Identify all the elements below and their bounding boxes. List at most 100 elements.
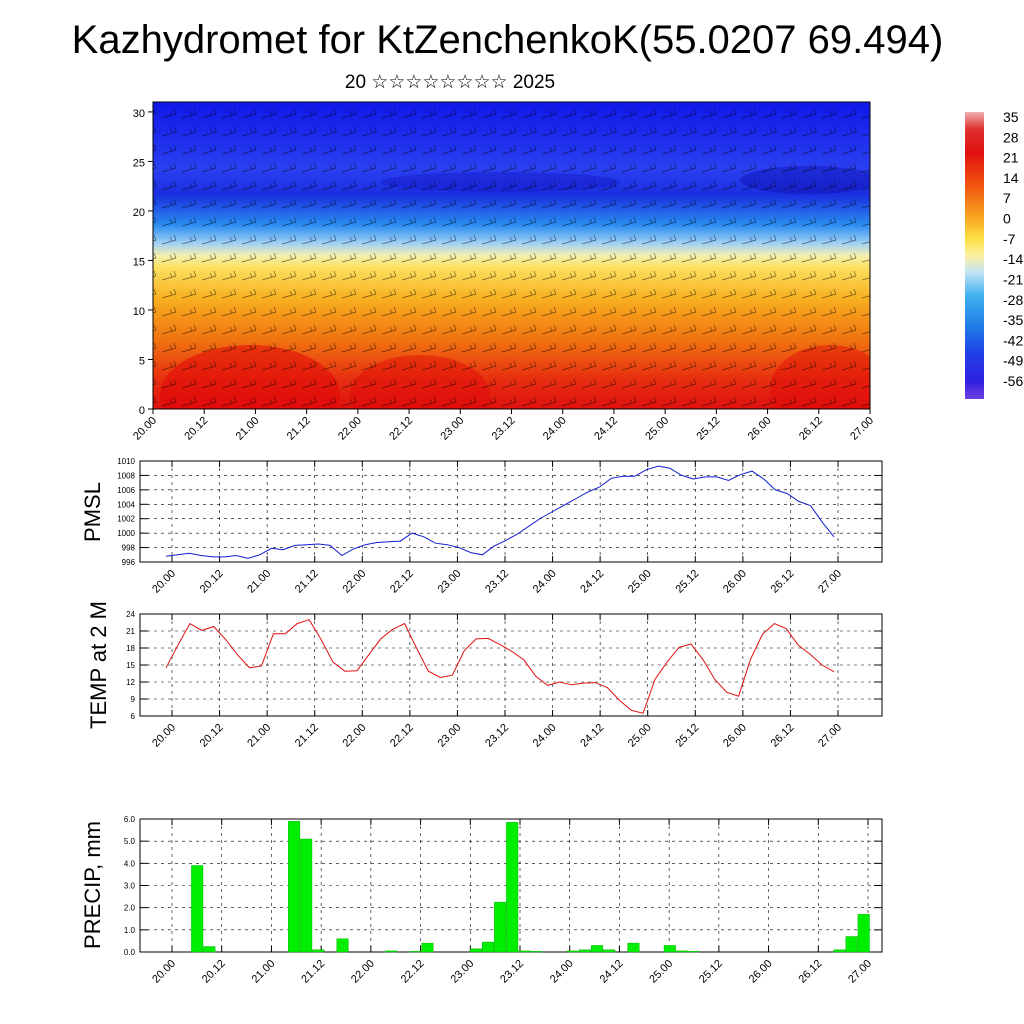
y-tick-label: 21 <box>126 627 135 636</box>
time-tick-label: 26.00 <box>721 722 749 750</box>
colorbar-label: -28 <box>1003 292 1023 308</box>
colorbar-label: 35 <box>1003 109 1019 125</box>
time-tick-label: 26.12 <box>769 568 797 596</box>
precip-bar <box>300 838 313 953</box>
time-tick-label: 22.00 <box>336 415 364 443</box>
y-tick-label: 1002 <box>117 515 135 524</box>
precip-bar <box>494 901 507 953</box>
time-tick-label: 25.00 <box>643 415 671 443</box>
colorbar-label: -56 <box>1003 373 1023 389</box>
time-tick-label: 22.00 <box>340 568 368 596</box>
y-tick-label: 12 <box>126 678 135 687</box>
time-tick-label: 26.12 <box>769 722 797 750</box>
time-tick-label: 21.00 <box>250 958 278 986</box>
precip-axis: 0.0 1.0 2.0 3.0 4.0 5.0 6.0 <box>124 815 136 957</box>
precip-bar <box>530 951 543 953</box>
time-tick-label: 20.12 <box>198 722 226 750</box>
time-tick-label: 24.00 <box>531 722 559 750</box>
time-tick-label: 24.12 <box>598 958 626 986</box>
time-tick-label: 26.00 <box>746 415 774 443</box>
time-tick-label: 25.00 <box>647 958 675 986</box>
time-tick-label: 20.00 <box>150 568 178 596</box>
precip-bar <box>482 941 495 953</box>
y-tick-label: 0.0 <box>124 948 136 957</box>
precip-bar <box>409 951 422 953</box>
temp-axis: 6 9 12 15 18 21 24 <box>126 610 135 721</box>
time-tick-label: 23.00 <box>436 568 464 596</box>
time-tick-label: 21.00 <box>245 568 273 596</box>
time-tick-label: 23.00 <box>436 722 464 750</box>
height-tick-label: 20 <box>133 207 145 219</box>
precip-bar <box>288 821 301 953</box>
precip-bar <box>469 948 482 953</box>
temperature-height-panel: 0 5 10 15 20 25 30 20.00 20.12 21.00 21.12 22.00 22… <box>131 101 876 443</box>
precip-bar <box>857 914 870 953</box>
time-tick-label: 21.00 <box>234 415 262 443</box>
y-tick-label: 996 <box>122 558 136 567</box>
height-tick-label: 15 <box>133 256 145 268</box>
pmsl-ylabel: PMSL <box>80 482 105 542</box>
time-tick-label: 20.12 <box>198 568 226 596</box>
time-tick-label: 24.00 <box>548 958 576 986</box>
colorbar-label: -35 <box>1003 312 1023 328</box>
time-tick-label: 25.12 <box>673 568 701 596</box>
height-axis: 0 5 10 15 20 25 30 <box>133 108 153 417</box>
y-tick-label: 1006 <box>117 486 135 495</box>
y-tick-label: 4.0 <box>124 859 136 868</box>
time-tick-label: 21.12 <box>285 415 313 443</box>
precip-bar <box>833 949 846 953</box>
time-tick-label: 24.12 <box>578 568 606 596</box>
time-tick-label: 22.12 <box>387 415 415 443</box>
time-tick-label: 20.00 <box>150 722 178 750</box>
colorbar: 35 28 21 14 7 0 -7 -14 -21 -28 -35 -42 -49 -56 <box>965 109 1023 399</box>
y-tick-label: 9 <box>131 695 136 704</box>
time-axis-top: 20.00 20.12 21.00 21.12 22.00 22.12 23.00 23.12… <box>131 409 876 443</box>
colorbar-label: 21 <box>1003 150 1019 166</box>
colorbar-label: -21 <box>1003 271 1023 287</box>
height-tick-label: 30 <box>133 108 145 120</box>
precip-bar <box>385 950 398 953</box>
time-tick-label: 22.00 <box>340 722 368 750</box>
time-tick-label: 27.00 <box>816 568 844 596</box>
height-tick-label: 10 <box>133 306 145 318</box>
y-tick-label: 1000 <box>117 529 135 538</box>
y-tick-label: 6 <box>131 712 136 721</box>
time-tick-label: 22.12 <box>388 568 416 596</box>
time-tick-label: 25.12 <box>695 415 723 443</box>
time-tick-label: 26.00 <box>721 568 749 596</box>
precip-bar <box>603 949 616 953</box>
y-tick-label: 2.0 <box>124 904 136 913</box>
precip-bar <box>627 942 640 953</box>
precip-bar <box>845 936 858 953</box>
time-tick-label: 21.12 <box>293 568 321 596</box>
precip-bar <box>421 942 434 953</box>
chart-title: Kazhydromet for KtZenchenkoK(55.0207 69.… <box>71 18 944 62</box>
colorbar-label: 7 <box>1003 190 1011 206</box>
time-tick-label: 25.00 <box>626 568 654 596</box>
time-tick-label: 24.12 <box>592 415 620 443</box>
precip-bar <box>591 945 604 953</box>
colorbar-label: -42 <box>1003 332 1023 348</box>
precip-bar <box>675 950 688 953</box>
precip-panel: 0.0 1.0 2.0 3.0 4.0 5.0 6.0 20.00 20.12 21.00 21.… <box>80 815 883 986</box>
time-tick-label: 24.00 <box>541 415 569 443</box>
time-tick-label: 26.00 <box>747 958 775 986</box>
colorbar-label: -49 <box>1003 353 1023 369</box>
colorbar-label: -7 <box>1003 231 1016 247</box>
colorbar-label: -14 <box>1003 251 1023 267</box>
time-tick-label: 22.12 <box>399 958 427 986</box>
precip-bar <box>663 945 676 953</box>
height-tick-label: 25 <box>133 157 145 169</box>
precip-bar <box>518 950 531 953</box>
y-tick-label: 1010 <box>117 457 135 466</box>
precip-time-axis: 20.00 20.12 21.00 21.12 22.00 22.12 23.00 23.12… <box>150 958 874 986</box>
precip-bar <box>312 949 325 953</box>
time-tick-label: 21.12 <box>299 958 327 986</box>
precip-ylabel: PRECIP, mm <box>80 821 105 949</box>
colorbar-gradient <box>965 112 984 399</box>
time-tick-label: 20.00 <box>131 415 159 443</box>
precip-bar <box>191 865 204 953</box>
y-tick-label: 18 <box>126 644 135 653</box>
temp-line <box>165 619 835 714</box>
